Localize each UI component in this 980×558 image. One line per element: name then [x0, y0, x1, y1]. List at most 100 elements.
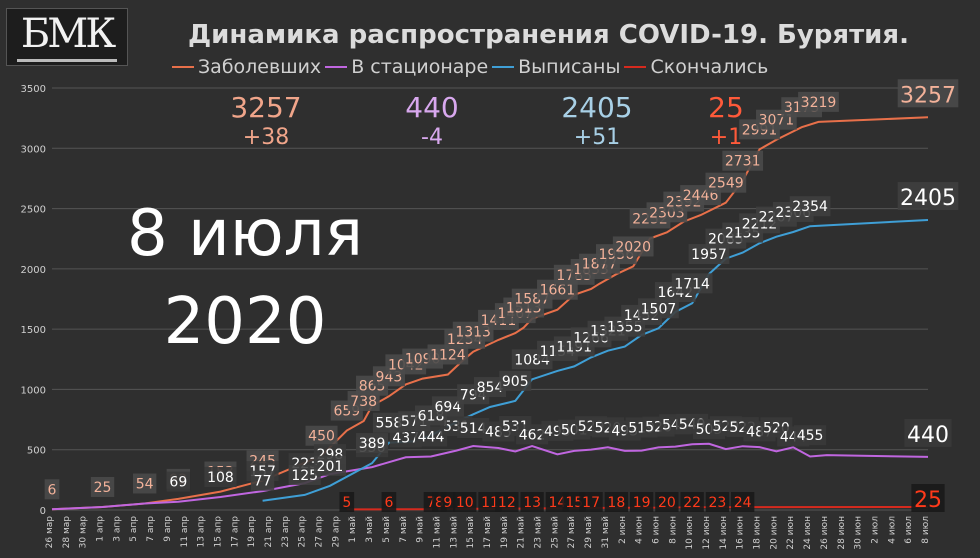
data-label: 201 — [317, 459, 344, 475]
data-label: 9 — [443, 495, 452, 511]
data-label: 18 — [607, 495, 625, 511]
data-label: 455 — [797, 428, 824, 444]
data-label-box — [415, 426, 448, 447]
data-label-box — [671, 273, 713, 294]
x-tick-label: 26 июн — [820, 516, 830, 550]
x-tick-label: 20 июн — [769, 516, 779, 550]
data-label: 12 — [498, 495, 516, 511]
data-label-box — [604, 492, 629, 512]
x-tick-label: 5 апр — [129, 516, 139, 542]
x-tick-label: 14 июн — [719, 516, 729, 550]
y-tick-label: 500 — [27, 446, 46, 457]
data-label: 694 — [435, 399, 462, 415]
x-tick-label: 19 апр — [247, 516, 257, 548]
data-label: 738 — [350, 394, 377, 410]
x-tick-label: 6 июл — [904, 516, 914, 544]
data-label-box — [44, 479, 60, 500]
data-label: 450 — [308, 429, 335, 445]
stat-deaths-delta: +1 — [709, 125, 743, 150]
data-label: 6 — [48, 482, 57, 498]
stat-discharged-value: 2405 — [561, 91, 633, 124]
data-label-box — [629, 492, 654, 512]
data-label-box — [132, 473, 157, 494]
x-tick-label: 30 мар — [79, 516, 89, 549]
data-label: 854 — [477, 380, 504, 396]
data-label-box — [638, 298, 679, 319]
legend-item: Выписаны — [492, 56, 620, 78]
data-label-box — [457, 418, 490, 439]
x-tick-label: 21 апр — [264, 516, 274, 548]
legend-item: Заболевших — [172, 56, 321, 78]
series-line — [51, 442, 929, 511]
data-label-box — [612, 236, 654, 257]
data-label-box — [798, 91, 839, 112]
x-tick-label: 8 июл — [921, 516, 931, 544]
x-tick-label: 17 апр — [230, 516, 240, 548]
x-tick-label: 29 апр — [331, 516, 341, 548]
data-label: 558 — [376, 416, 403, 432]
data-label-box — [431, 396, 464, 417]
chart-legend: Заболевших В стационаре Выписаны Скончались — [172, 56, 768, 78]
data-label-box — [453, 492, 477, 512]
data-label: 1507 — [641, 301, 677, 317]
x-tick-label: 3 май — [365, 516, 375, 543]
data-label-box — [166, 471, 191, 492]
data-label: 2354 — [792, 199, 828, 215]
legend-swatch — [492, 66, 515, 68]
y-tick-label: 3500 — [21, 84, 46, 95]
data-label: 2020 — [615, 239, 651, 255]
data-label-box — [904, 418, 952, 447]
data-label: 444 — [418, 429, 445, 445]
data-label-box — [356, 433, 389, 454]
data-label-box — [911, 484, 945, 512]
data-label: 440 — [907, 423, 949, 448]
data-label: 17 — [582, 495, 600, 511]
data-label-box — [339, 492, 355, 512]
y-tick-label: 1500 — [21, 325, 46, 336]
x-tick-label: 11 апр — [180, 516, 190, 548]
data-label-box — [705, 172, 747, 193]
data-label: 437 — [392, 430, 419, 446]
data-label-box — [250, 470, 275, 491]
x-tick-label: 31 май — [601, 516, 611, 549]
data-label-box — [794, 425, 827, 446]
data-label: 23 — [709, 495, 727, 511]
x-tick-label: 25 апр — [298, 516, 308, 548]
data-label-box — [731, 492, 755, 512]
data-label: 389 — [359, 436, 386, 452]
data-label-box — [705, 492, 730, 512]
x-tick-label: 12 июн — [702, 516, 712, 550]
data-label-box — [372, 412, 405, 433]
data-label: 905 — [502, 374, 529, 390]
x-tick-label: 28 мар — [62, 516, 72, 549]
data-label: 10 — [456, 495, 474, 511]
data-label: 5 — [342, 495, 351, 511]
data-label-box — [520, 492, 544, 512]
data-label: 3257 — [900, 83, 956, 108]
x-tick-label: 15 май — [466, 516, 476, 549]
legend-swatch — [624, 66, 647, 68]
stat-cases-value: 3257 — [230, 91, 302, 124]
data-label-box — [499, 370, 532, 391]
x-tick-label: 16 июн — [736, 516, 746, 550]
stat-hospital: 440 -4 — [372, 92, 492, 152]
x-tick-label: 13 май — [449, 516, 459, 549]
data-label-box — [305, 425, 338, 446]
stat-hospital-delta: -4 — [421, 125, 443, 150]
data-label-box — [722, 150, 764, 171]
x-tick-label: 19 май — [500, 516, 510, 549]
data-label: 13 — [523, 495, 541, 511]
data-label-box — [313, 455, 346, 476]
data-label: 108 — [207, 470, 234, 486]
x-tick-label: 1 апр — [96, 516, 106, 542]
data-label: 125 — [291, 468, 318, 484]
chart-title: Динамика распространения COVID-19. Бурят… — [188, 20, 909, 50]
data-label: 1661 — [540, 283, 576, 299]
date-overlay: 8 июля 2020 — [110, 190, 380, 366]
stat-discharged-delta: +51 — [573, 125, 621, 150]
x-tick-label: 22 июн — [786, 516, 796, 550]
stat-cases: 3257 +38 — [206, 92, 326, 152]
data-label: 22 — [683, 495, 701, 511]
x-tick-label: 2 июл — [870, 516, 880, 544]
